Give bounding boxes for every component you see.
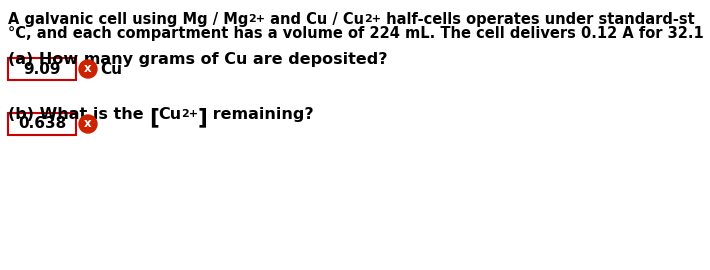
Text: (a) How many grams of Cu are deposited?: (a) How many grams of Cu are deposited? bbox=[8, 52, 388, 67]
Text: A galvanic cell using Mg / Mg: A galvanic cell using Mg / Mg bbox=[8, 12, 248, 27]
Text: remaining?: remaining? bbox=[207, 107, 314, 122]
Text: 0.638: 0.638 bbox=[18, 116, 66, 131]
Text: x: x bbox=[84, 62, 92, 75]
Text: 2+: 2+ bbox=[248, 14, 266, 24]
FancyBboxPatch shape bbox=[8, 113, 76, 135]
Text: ]: ] bbox=[197, 107, 207, 127]
Text: Cu: Cu bbox=[158, 107, 181, 122]
Text: [: [ bbox=[149, 107, 159, 127]
Text: 2+: 2+ bbox=[181, 109, 198, 119]
Text: (b) What is the: (b) What is the bbox=[8, 107, 149, 122]
Text: half-cells operates under standard-st: half-cells operates under standard-st bbox=[381, 12, 695, 27]
Text: x: x bbox=[84, 117, 92, 130]
Text: and Cu / Cu: and Cu / Cu bbox=[266, 12, 364, 27]
Text: Cu: Cu bbox=[100, 62, 122, 76]
Text: 2+: 2+ bbox=[364, 14, 381, 24]
Circle shape bbox=[79, 115, 97, 133]
Text: 9.09: 9.09 bbox=[23, 62, 61, 76]
Circle shape bbox=[79, 60, 97, 78]
Text: °C, and each compartment has a volume of 224 mL. The cell delivers 0.12 A for 32: °C, and each compartment has a volume of… bbox=[8, 26, 704, 41]
FancyBboxPatch shape bbox=[8, 58, 76, 80]
